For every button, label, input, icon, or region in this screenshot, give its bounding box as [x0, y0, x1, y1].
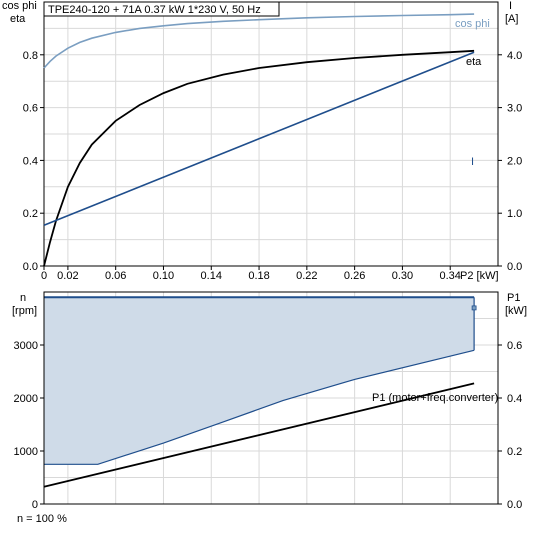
top-x-tick-label: 0.26	[344, 270, 365, 282]
bottom-y-tick-label-right: 0.0	[507, 499, 522, 511]
top-x-axis-label: P2 [kW]	[460, 270, 499, 282]
top-x-tick-label: 0.06	[105, 270, 126, 282]
top-y-tick-label-left: 0.8	[23, 50, 38, 62]
bottom-y-ticks-left: 0 1000 2000 3000	[14, 340, 44, 511]
top-x-tick-label: 0.30	[392, 270, 413, 282]
top-x-tick-label: 0	[41, 270, 47, 282]
top-x-tick-label: 0.34	[439, 270, 460, 282]
bottom-y-tick-label-right: 0.6	[507, 340, 522, 352]
series-label-eta: eta	[466, 56, 482, 68]
top-x-tick-label: 0.18	[248, 270, 269, 282]
bottom-y-tick-label-left: 1000	[14, 446, 38, 458]
top-x-tick-label: 0.22	[296, 270, 317, 282]
top-y-tick-label-left: 0.0	[23, 261, 38, 273]
top-y-tick-label-right: 0.0	[507, 261, 522, 273]
top-y-tick-label-left: 0.4	[23, 155, 38, 167]
bottom-y-tick-label-left: 3000	[14, 340, 38, 352]
bottom-left-axis-label-1: n	[20, 292, 26, 304]
top-right-axis-label-1: I	[509, 0, 512, 12]
top-series-group	[43, 13, 475, 267]
top-left-axis-label-1: cos phi	[2, 0, 37, 12]
series-label-cos-phi: cos phi	[455, 18, 490, 30]
top-y-tick-label-right: 1.0	[507, 208, 522, 220]
title-box	[43, 1, 280, 17]
bottom-y-tick-label-left: 2000	[14, 393, 38, 405]
top-y-tick-label-left: 0.6	[23, 103, 38, 115]
bottom-y-tick-label-right: 0.2	[507, 446, 522, 458]
top-y-tick-label-right: 3.0	[507, 103, 522, 115]
bottom-y-tick-label-right: 0.4	[507, 393, 522, 405]
series-label-i: I	[471, 156, 474, 168]
top-y-ticks-left: 0.0 0.2 0.4 0.6 0.8	[23, 50, 44, 273]
speed-footer-label: n = 100 %	[17, 513, 67, 525]
bottom-series-group	[43, 296, 477, 488]
top-left-axis-label-2: eta	[10, 13, 26, 25]
speed-range-min-line	[44, 349, 475, 465]
top-y-tick-label-left: 0.2	[23, 208, 38, 220]
top-chart: TPE240-120 + 71A 0.37 kW 1*230 V, 50 Hz …	[2, 0, 522, 282]
bottom-left-axis-label-2: [rpm]	[12, 305, 37, 317]
bottom-y-ticks-right: 0.0 0.2 0.4 0.6	[498, 340, 522, 511]
top-y-tick-label-right: 2.0	[507, 155, 522, 167]
bottom-y-tick-label-left: 0	[32, 499, 38, 511]
speed-range-area	[44, 297, 475, 465]
duty-point-marker	[471, 305, 477, 311]
bottom-right-axis-label-2: [kW]	[505, 305, 527, 317]
series-line-i	[43, 51, 475, 227]
top-y-ticks-right: 0.0 1.0 2.0 3.0 4.0	[498, 50, 522, 273]
top-x-ticks: 0 0.02 0.06 0.10 0.14 0.18 0.22 0.26 0.30 0.34	[41, 266, 461, 282]
bottom-chart: n [rpm] P1 [kW] P1 (motor+freq.converter…	[12, 291, 527, 525]
series-line-eta	[43, 49, 475, 267]
top-y-tick-label-right: 4.0	[507, 50, 522, 62]
top-right-axis-label-2: [A]	[505, 13, 518, 25]
top-x-tick-label: 0.10	[153, 270, 174, 282]
bottom-right-axis-label-1: P1	[507, 292, 520, 304]
series-label-p1: P1 (motor+freq.converter)	[372, 392, 498, 404]
top-x-tick-label: 0.02	[57, 270, 78, 282]
chart-title: TPE240-120 + 71A 0.37 kW 1*230 V, 50 Hz	[48, 4, 261, 16]
series-line-p1	[43, 382, 475, 488]
top-x-tick-label: 0.14	[201, 270, 222, 282]
series-line-cos-phi	[43, 13, 475, 69]
